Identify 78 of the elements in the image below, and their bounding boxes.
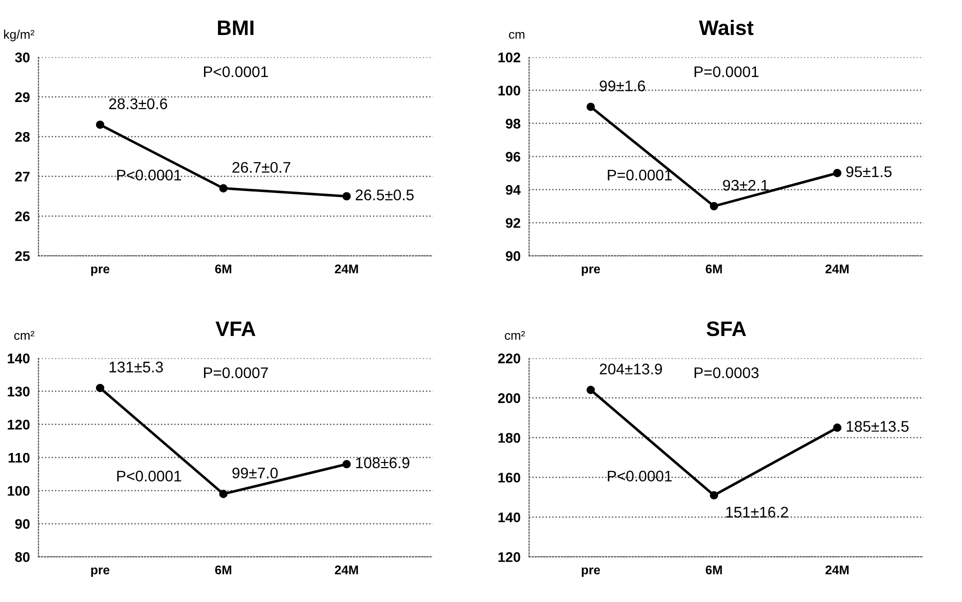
chart-title: SFA xyxy=(706,321,746,336)
data-label: 26.5±0.5 xyxy=(356,190,414,200)
annotation: P<0.0001 xyxy=(204,66,268,78)
y-tick-label: 120 xyxy=(498,552,520,562)
point xyxy=(96,384,104,392)
y-tick-label: 140 xyxy=(498,512,520,522)
x-tick-label: 24M xyxy=(826,566,849,574)
annotation: P<0.0001 xyxy=(117,470,182,482)
y-tick-label: 25 xyxy=(15,251,30,262)
x-tick-label: 6M xyxy=(706,264,722,274)
y-tick-label: 200 xyxy=(498,393,520,404)
y-tick-label: 29 xyxy=(15,92,30,102)
y-tick-label: 180 xyxy=(498,432,520,443)
data-label: 99±7.0 xyxy=(232,468,278,478)
x-tick-label: 24M xyxy=(826,264,849,274)
data-label: 99±1.6 xyxy=(600,80,646,92)
annotation: P=0.0001 xyxy=(694,66,758,78)
y-tick-label: 90 xyxy=(15,519,30,529)
y-tick-label: 26 xyxy=(15,211,30,222)
chart-title: VFA xyxy=(216,322,256,336)
annotation: P<0.0001 xyxy=(117,170,182,180)
y-tick-label: 100 xyxy=(8,486,30,496)
y-axis-title: cm² xyxy=(14,331,34,340)
data-label: 185±13.5 xyxy=(846,421,909,432)
x-tick-label: pre xyxy=(582,568,600,577)
x-tick-label: pre xyxy=(582,266,600,276)
point xyxy=(586,386,595,394)
data-label: 93±2.1 xyxy=(723,180,768,191)
point xyxy=(710,491,718,500)
chart-title: Waist xyxy=(698,20,754,36)
y-tick-label: 27 xyxy=(15,172,30,182)
y-tick-label: 120 xyxy=(8,420,30,430)
point xyxy=(342,460,351,468)
x-tick-label: 24M xyxy=(334,264,358,274)
point xyxy=(342,192,351,200)
y-axis-title: cm xyxy=(509,32,524,39)
data-label: 151±16.2 xyxy=(726,506,788,518)
data-label: 131±5.3 xyxy=(110,362,163,372)
x-tick-label: 24M xyxy=(334,566,358,574)
annotation: P<0.0001 xyxy=(608,470,672,482)
annotation: P=0.0007 xyxy=(204,367,268,378)
data-label: 95±1.5 xyxy=(846,166,892,178)
y-tick-label: 28 xyxy=(15,132,30,142)
y-tick-label: 90 xyxy=(506,251,520,262)
y-tick-label: 30 xyxy=(15,52,30,62)
point xyxy=(586,102,595,112)
y-tick-label: 140 xyxy=(8,354,30,364)
data-label: 108±6.9 xyxy=(356,457,410,468)
point xyxy=(219,490,228,498)
y-tick-label: 130 xyxy=(8,386,30,396)
y-axis-title: cm² xyxy=(504,331,525,340)
annotation: P=0.0001 xyxy=(608,170,672,180)
y-tick-label: 92 xyxy=(506,218,520,228)
y-tick-label: 94 xyxy=(506,184,521,195)
point xyxy=(833,424,842,432)
chart-title: BMI xyxy=(218,20,254,35)
annotation: P=0.0003 xyxy=(694,367,759,378)
x-tick-label: 6M xyxy=(215,566,232,574)
y-tick-label: 98 xyxy=(506,118,520,129)
x-tick-label: 6M xyxy=(706,566,722,574)
x-tick-label: pre xyxy=(91,266,110,276)
data-label: 204±13.9 xyxy=(600,364,662,374)
x-tick-label: pre xyxy=(91,568,110,577)
x-tick-label: 6M xyxy=(215,264,232,274)
data-label: 28.3±0.6 xyxy=(109,98,168,110)
point xyxy=(710,202,718,210)
y-tick-label: 220 xyxy=(498,354,520,364)
y-tick-label: 102 xyxy=(498,52,520,62)
y-axis-title: kg/m² xyxy=(4,30,34,42)
point xyxy=(833,168,842,178)
y-tick-label: 160 xyxy=(498,472,520,483)
point xyxy=(96,120,104,129)
point xyxy=(219,184,228,192)
y-tick-label: 110 xyxy=(8,452,30,463)
y-tick-label: 80 xyxy=(15,552,30,562)
y-tick-label: 100 xyxy=(498,86,520,96)
data-label: 26.7±0.7 xyxy=(232,162,290,173)
y-tick-label: 96 xyxy=(506,152,520,162)
